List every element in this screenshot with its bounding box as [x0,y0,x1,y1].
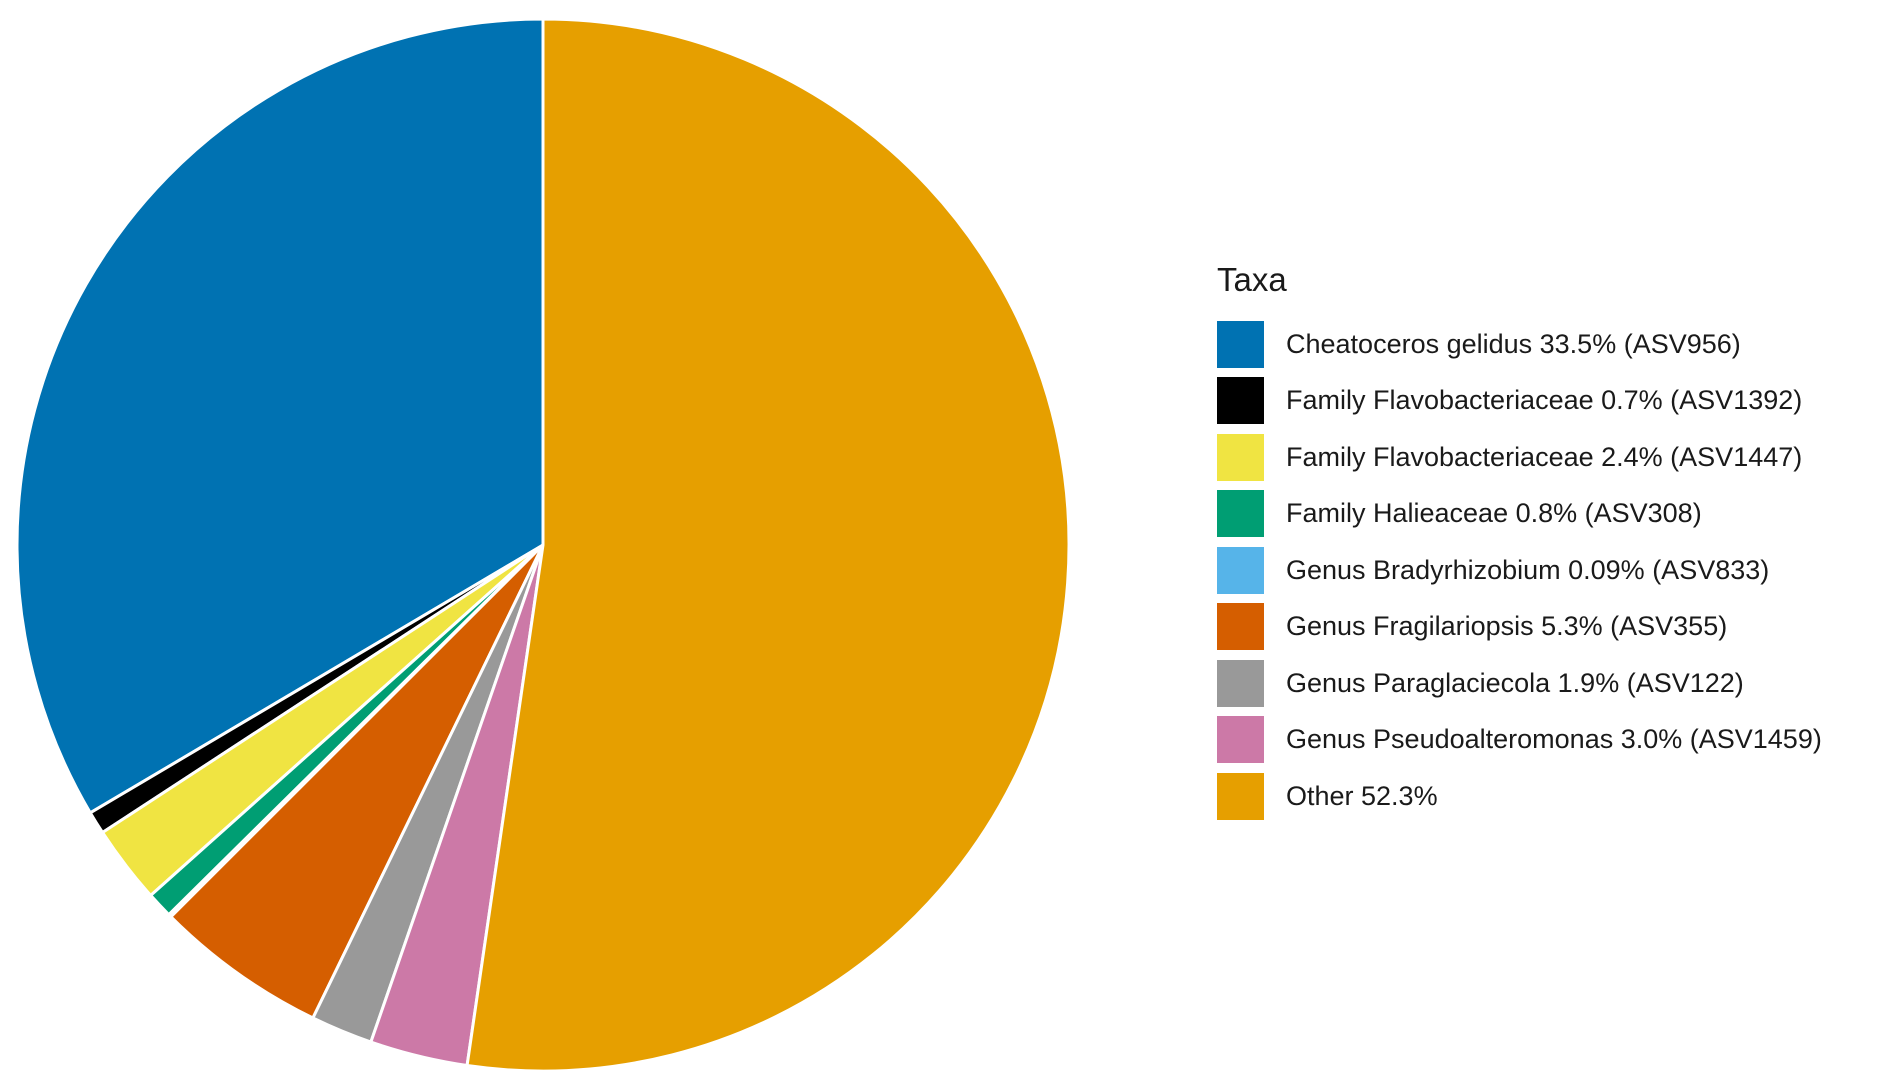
legend-label: Family Flavobacteriaceae 2.4% (ASV1447) [1286,441,1803,472]
legend: Taxa Cheatoceros gelidus 33.5% (ASV956) F… [1217,260,1822,825]
legend-label: Genus Fragilariopsis 5.3% (ASV355) [1286,611,1728,642]
legend-label: Cheatoceros gelidus 33.5% (ASV956) [1286,328,1741,359]
legend-item: Genus Paraglaciecola 1.9% (ASV122) [1217,655,1822,712]
pie-slice-0 [15,17,545,815]
legend-item: Genus Bradyrhizobium 0.09% (ASV833) [1217,542,1822,599]
legend-swatch [1217,546,1264,594]
legend-swatch [1217,659,1264,707]
legend-label: Genus Paraglaciecola 1.9% (ASV122) [1286,667,1744,698]
legend-swatch [1217,772,1264,820]
legend-item: Other 52.3% [1217,768,1822,825]
legend-item: Genus Fragilariopsis 5.3% (ASV355) [1217,599,1822,656]
legend-swatch [1217,433,1264,481]
legend-item: Family Flavobacteriaceae 0.7% (ASV1392) [1217,373,1822,430]
legend-swatch [1217,490,1264,538]
legend-item: Family Flavobacteriaceae 2.4% (ASV1447) [1217,429,1822,486]
legend-swatch [1217,377,1264,425]
legend-item: Family Halieaceae 0.8% (ASV308) [1217,486,1822,543]
pie-slice-5 [169,543,545,1020]
legend-swatch [1217,320,1264,368]
legend-label: Genus Bradyrhizobium 0.09% (ASV833) [1286,554,1770,585]
legend-label: Genus Pseudoalteromonas 3.0% (ASV1459) [1286,724,1822,755]
legend-swatch [1217,716,1264,764]
legend-label: Family Halieaceae 0.8% (ASV308) [1286,498,1702,529]
pie-slice-8 [465,17,1071,1073]
legend-title: Taxa [1217,261,1287,298]
pie-slices [15,17,1071,1073]
legend-items: Cheatoceros gelidus 33.5% (ASV956) Family… [1217,316,1822,825]
legend-label: Other 52.3% [1286,780,1438,811]
legend-label: Family Flavobacteriaceae 0.7% (ASV1392) [1286,385,1803,416]
legend-item: Cheatoceros gelidus 33.5% (ASV956) [1217,316,1822,373]
legend-swatch [1217,603,1264,651]
legend-item: Genus Pseudoalteromonas 3.0% (ASV1459) [1217,712,1822,769]
